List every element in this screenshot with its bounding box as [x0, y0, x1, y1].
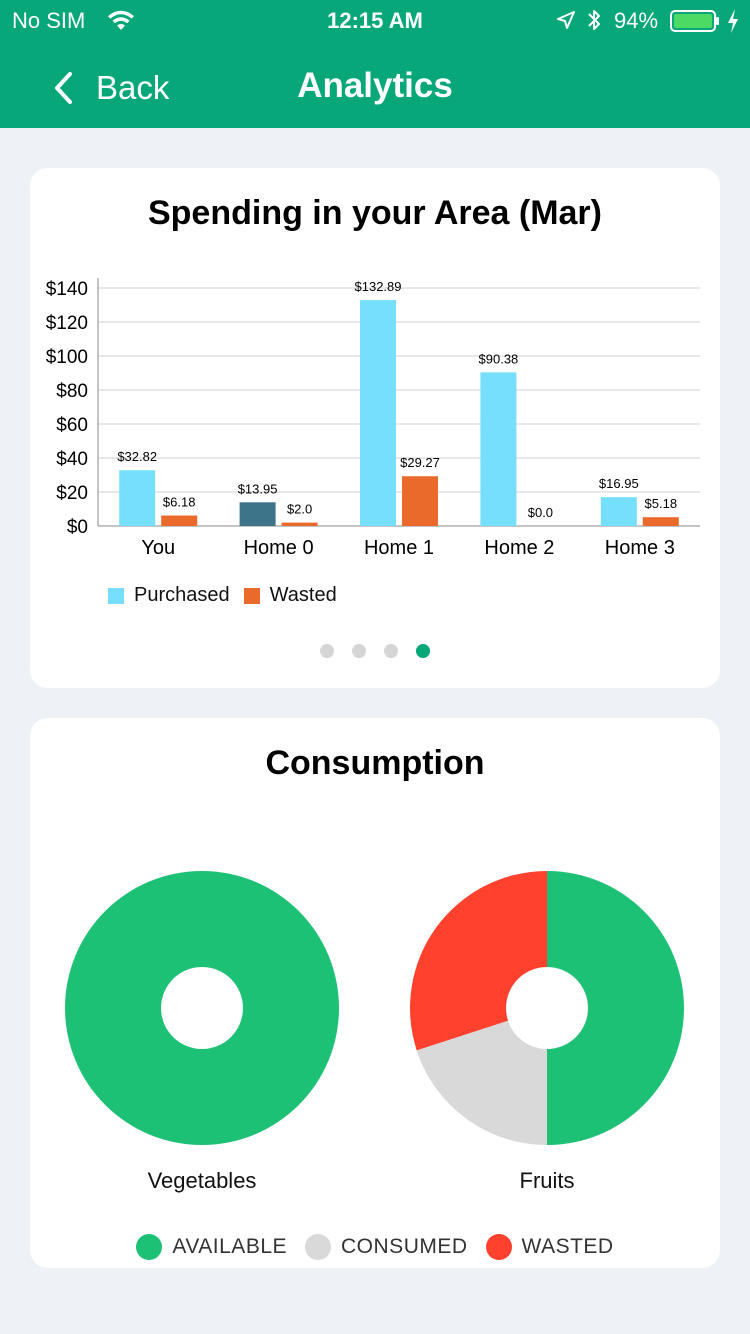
bar-value-label: $32.82: [117, 449, 157, 464]
bar-purchased[interactable]: [480, 372, 517, 526]
legend-wasted: Wasted: [243, 584, 337, 607]
spending-bar-chart: $0 $20 $40 $60 $80 $100 $120 $140 You $32.82 $6.18…: [46, 278, 700, 559]
status-bar: No SIM 12:15 AM 94%: [0, 0, 750, 40]
bar-value-label: $90.38: [479, 351, 519, 366]
page-indicator[interactable]: [30, 644, 720, 658]
legend-wasted-swatch: [243, 587, 260, 604]
wifi-icon: [108, 10, 134, 30]
y-tick-label: $120: [46, 313, 88, 334]
bar-value-label: $16.95: [599, 476, 639, 491]
legend-available-dot: [136, 1234, 163, 1260]
page-dot-2[interactable]: [352, 644, 366, 658]
legend-consumed: CONSUMED: [305, 1234, 468, 1260]
legend-wasted-label: Wasted: [269, 584, 337, 606]
page-dot-1[interactable]: [320, 644, 334, 658]
charging-bolt-icon: [728, 9, 738, 33]
bar-wasted[interactable]: [161, 515, 198, 526]
bar-wasted[interactable]: [281, 522, 318, 526]
y-tick-label: $140: [46, 279, 88, 300]
consumption-card: Consumption Vegetables Fruits AVAILABLE …: [30, 718, 720, 1268]
consumption-title: Consumption: [265, 744, 485, 782]
page-dot-4[interactable]: [416, 644, 430, 658]
legend-wasted-consumption-label: WASTED: [521, 1235, 614, 1258]
carrier-label: No SIM: [12, 8, 86, 33]
battery-percent: 94%: [614, 8, 659, 33]
location-arrow-icon: [557, 11, 575, 29]
bar-value-label: $0.0: [528, 505, 553, 520]
x-tick-label: You: [141, 537, 175, 559]
y-tick-label: $80: [56, 381, 88, 402]
bar-value-label: $6.18: [163, 494, 196, 509]
back-label: Back: [96, 69, 170, 106]
y-tick-label: $0: [67, 517, 88, 538]
pie-slice-consumed[interactable]: [416, 1008, 547, 1145]
x-tick-label: Home 0: [244, 537, 314, 559]
spending-card[interactable]: Spending in your Area (Mar) $0 $20 $40 $60 $…: [30, 168, 720, 688]
donut-hole: [161, 967, 243, 1049]
x-tick-label: Home 2: [484, 537, 554, 559]
chevron-left-icon: [55, 72, 72, 104]
bluetooth-icon: [588, 10, 600, 30]
pie-slice-available[interactable]: [547, 871, 684, 1145]
page-title: Analytics: [297, 66, 453, 105]
battery-icon: [670, 10, 719, 32]
legend-consumed-dot: [305, 1234, 332, 1260]
legend-purchased-swatch: [108, 587, 124, 604]
legend-purchased: Purchased: [108, 584, 230, 607]
x-tick-label: Home 1: [364, 537, 434, 559]
bar-purchased[interactable]: [239, 502, 276, 526]
bar-value-label: $13.95: [238, 481, 278, 496]
back-button[interactable]: Back: [52, 66, 169, 110]
y-tick-label: $100: [46, 347, 88, 368]
consumption-pie-charts: [65, 871, 684, 1145]
status-time: 12:15 AM: [327, 8, 423, 33]
legend-purchased-label: Purchased: [134, 584, 230, 606]
bar-purchased[interactable]: [360, 300, 396, 526]
bar-purchased[interactable]: [600, 497, 637, 526]
fruits-label: Fruits: [519, 1168, 575, 1193]
page-dot-3[interactable]: [384, 644, 398, 658]
spending-chart-title: Spending in your Area (Mar): [147, 194, 602, 232]
top-bar: No SIM 12:15 AM 94% Back Analy: [0, 0, 750, 128]
bar-value-label: $5.18: [645, 496, 678, 511]
bar-value-label: $2.0: [287, 502, 312, 517]
bar-wasted[interactable]: [402, 476, 438, 526]
spending-legend: Purchased Wasted: [108, 584, 351, 607]
bar-purchased[interactable]: [119, 470, 156, 526]
legend-wasted-dot: [485, 1234, 512, 1260]
y-tick-label: $40: [56, 449, 88, 470]
legend-available: AVAILABLE: [136, 1234, 287, 1260]
y-tick-label: $20: [56, 483, 88, 504]
legend-wasted-consumption: WASTED: [485, 1234, 614, 1260]
legend-consumed-label: CONSUMED: [341, 1235, 468, 1258]
y-tick-label: $60: [56, 415, 88, 436]
x-tick-label: Home 3: [605, 537, 675, 559]
legend-available-label: AVAILABLE: [172, 1235, 288, 1258]
bar-value-label: $29.27: [400, 455, 440, 470]
bar-value-label: $132.89: [355, 279, 402, 294]
donut-hole: [506, 967, 588, 1049]
bar-wasted[interactable]: [642, 517, 679, 526]
vegetables-label: Vegetables: [147, 1168, 257, 1193]
consumption-legend: AVAILABLE CONSUMED WASTED: [30, 1234, 720, 1260]
